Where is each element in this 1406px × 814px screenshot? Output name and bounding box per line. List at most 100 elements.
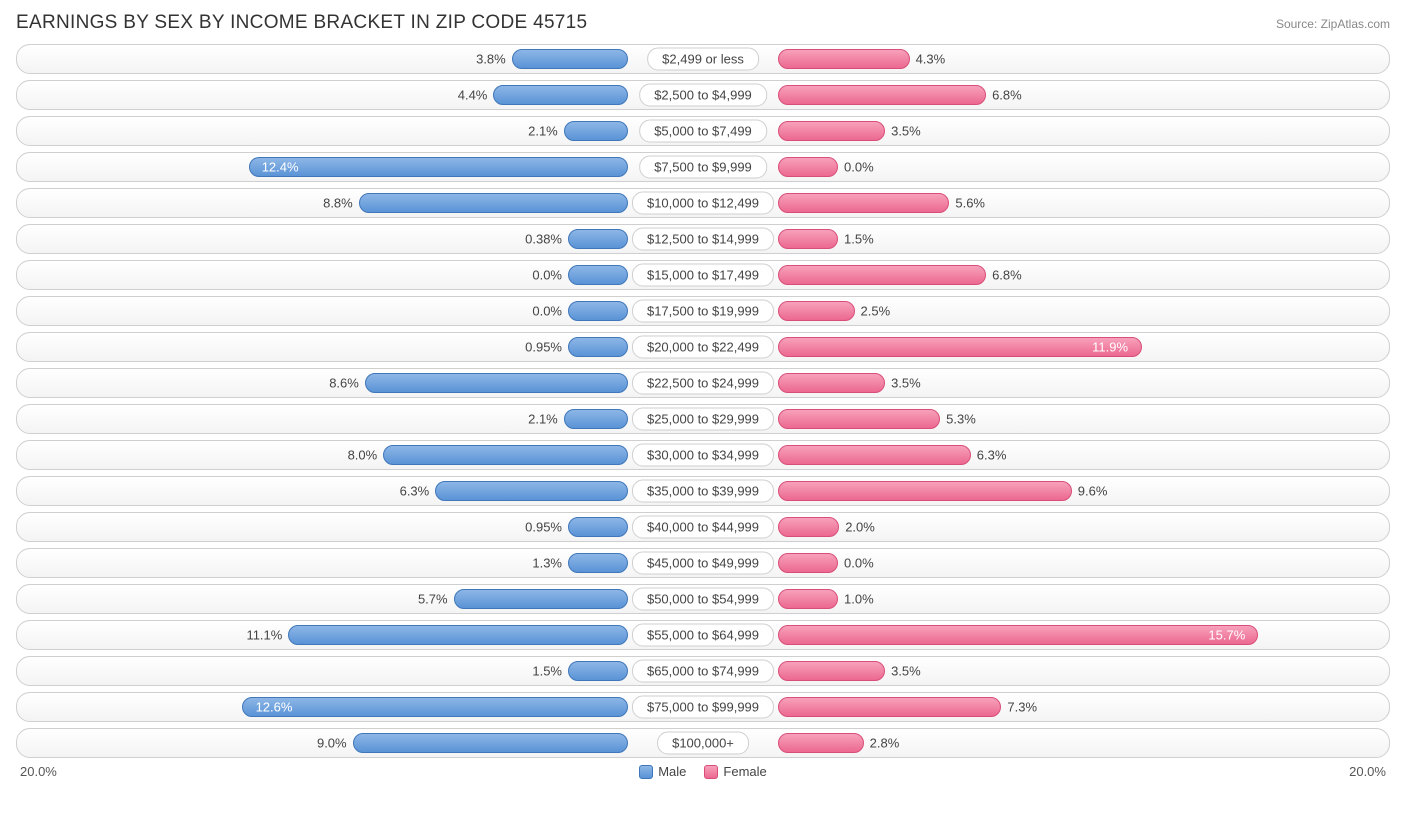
male-value-label: 12.4% — [262, 160, 299, 175]
female-bar — [778, 481, 1072, 501]
female-value-label: 0.0% — [844, 556, 874, 571]
female-value-label: 6.8% — [992, 268, 1022, 283]
female-bar — [778, 373, 885, 393]
chart-area: 3.8%4.3%$2,499 or less4.4%6.8%$2,500 to … — [16, 44, 1390, 758]
male-bar — [568, 337, 628, 357]
female-bar — [778, 229, 838, 249]
male-bar — [493, 85, 628, 105]
female-value-label: 2.0% — [845, 520, 875, 535]
chart-header: EARNINGS BY SEX BY INCOME BRACKET IN ZIP… — [16, 12, 1390, 34]
female-bar — [778, 193, 949, 213]
female-value-label: 9.6% — [1078, 484, 1108, 499]
male-value-label: 0.95% — [525, 520, 562, 535]
female-value-label: 2.5% — [861, 304, 891, 319]
chart-row: 0.95%2.0%$40,000 to $44,999 — [16, 512, 1390, 542]
category-label: $75,000 to $99,999 — [632, 696, 774, 719]
female-value-label: 5.3% — [946, 412, 976, 427]
female-value-label: 0.0% — [844, 160, 874, 175]
category-label: $100,000+ — [657, 732, 749, 755]
female-bar — [778, 49, 910, 69]
male-bar — [512, 49, 628, 69]
male-value-label: 0.38% — [525, 232, 562, 247]
male-bar — [568, 265, 628, 285]
category-label: $25,000 to $29,999 — [632, 408, 774, 431]
male-value-label: 6.3% — [400, 484, 430, 499]
female-bar — [778, 85, 986, 105]
chart-row: 1.5% 3.5% $65,000 to $74,999 — [16, 656, 1390, 686]
female-value-label: 11.9% — [1092, 340, 1128, 355]
category-label: $20,000 to $22,499 — [632, 336, 774, 359]
category-label: $15,000 to $17,499 — [632, 264, 774, 287]
female-value-label: 4.3% — [916, 52, 946, 67]
category-label: $50,000 to $54,999 — [632, 588, 774, 611]
male-bar — [568, 517, 628, 537]
category-label: $45,000 to $49,999 — [632, 552, 774, 575]
female-value-label: 6.8% — [992, 88, 1022, 103]
chart-row: 1.3% 0.0% $45,000 to $49,999 — [16, 548, 1390, 578]
female-value-label: 6.3% — [977, 448, 1007, 463]
male-value-label: 4.4% — [458, 88, 488, 103]
chart-row: 0.38%1.5%$12,500 to $14,999 — [16, 224, 1390, 254]
male-bar — [242, 697, 628, 717]
female-value-label: 7.3% — [1007, 700, 1037, 715]
male-value-label: 5.7% — [418, 592, 448, 607]
female-value-label: 5.6% — [955, 196, 985, 211]
chart-row: 0.0%2.5%$17,500 to $19,999 — [16, 296, 1390, 326]
chart-row: 6.3% 9.6% $35,000 to $39,999 — [16, 476, 1390, 506]
category-label: $7,500 to $9,999 — [639, 156, 767, 179]
chart-row: 4.4%6.8%$2,500 to $4,999 — [16, 80, 1390, 110]
male-bar — [435, 481, 628, 501]
category-label: $65,000 to $74,999 — [632, 660, 774, 683]
chart-row: 0.95% 11.9% $20,000 to $22,499 — [16, 332, 1390, 362]
male-bar — [568, 301, 628, 321]
male-value-label: 1.3% — [532, 556, 562, 571]
chart-row: 12.4% 0.0% $7,500 to $9,999 — [16, 152, 1390, 182]
male-value-label: 0.0% — [532, 268, 562, 283]
male-bar — [454, 589, 628, 609]
axis-left-label: 20.0% — [20, 764, 57, 779]
male-value-label: 2.1% — [528, 412, 558, 427]
chart-row: 11.1%15.7%$55,000 to $64,999 — [16, 620, 1390, 650]
female-bar — [778, 553, 838, 573]
category-label: $35,000 to $39,999 — [632, 480, 774, 503]
female-bar — [778, 589, 838, 609]
male-bar — [249, 157, 628, 177]
category-label: $10,000 to $12,499 — [632, 192, 774, 215]
chart-source: Source: ZipAtlas.com — [1276, 17, 1390, 31]
category-label: $5,000 to $7,499 — [639, 120, 767, 143]
male-bar — [288, 625, 628, 645]
male-value-label: 8.6% — [329, 376, 359, 391]
chart-row: 5.7% 1.0% $50,000 to $54,999 — [16, 584, 1390, 614]
female-bar — [778, 157, 838, 177]
female-bar — [778, 301, 855, 321]
male-value-label: 8.8% — [323, 196, 353, 211]
male-bar — [568, 229, 628, 249]
female-value-label: 15.7% — [1208, 628, 1245, 643]
male-value-label: 1.5% — [532, 664, 562, 679]
legend: Male Female — [639, 764, 767, 779]
category-label: $55,000 to $64,999 — [632, 624, 774, 647]
chart-row: 12.6%7.3%$75,000 to $99,999 — [16, 692, 1390, 722]
chart-row: 3.8%4.3%$2,499 or less — [16, 44, 1390, 74]
female-bar — [778, 697, 1001, 717]
female-bar — [778, 121, 885, 141]
male-bar — [359, 193, 628, 213]
legend-female-label: Female — [723, 764, 766, 779]
male-value-label: 0.0% — [532, 304, 562, 319]
female-bar — [778, 733, 864, 753]
category-label: $22,500 to $24,999 — [632, 372, 774, 395]
male-bar — [564, 121, 628, 141]
chart-row: 9.0%2.8%$100,000+ — [16, 728, 1390, 758]
legend-item-male: Male — [639, 764, 686, 779]
axis-right-label: 20.0% — [1349, 764, 1386, 779]
female-value-label: 2.8% — [870, 736, 900, 751]
male-value-label: 0.95% — [525, 340, 562, 355]
legend-item-female: Female — [704, 764, 766, 779]
male-bar — [383, 445, 628, 465]
female-value-label: 3.5% — [891, 664, 921, 679]
female-swatch-icon — [704, 765, 718, 779]
chart-row: 2.1% 5.3% $25,000 to $29,999 — [16, 404, 1390, 434]
legend-male-label: Male — [658, 764, 686, 779]
female-value-label: 1.0% — [844, 592, 874, 607]
category-label: $2,499 or less — [647, 48, 759, 71]
